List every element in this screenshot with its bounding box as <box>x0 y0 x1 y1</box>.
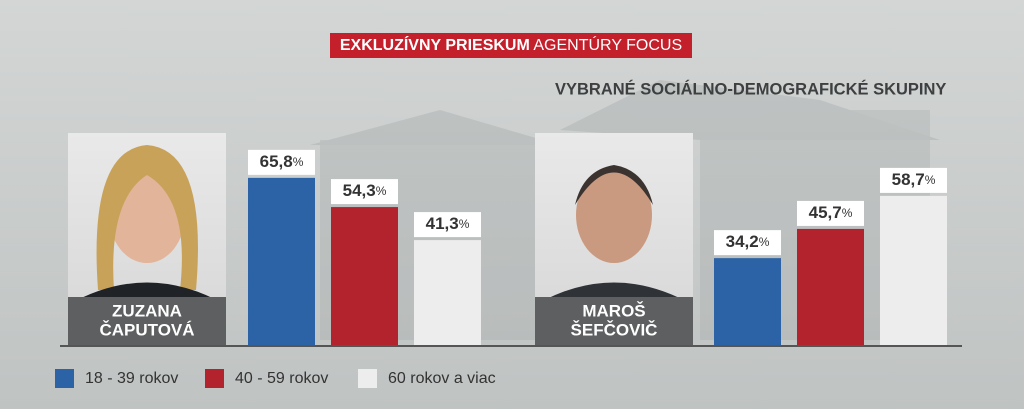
candidate-name: ČAPUTOVÁ <box>99 320 194 339</box>
value-label: 41,3% <box>426 215 470 234</box>
value-number: 54,3 <box>343 182 376 201</box>
value-label-box <box>797 200 864 226</box>
value-unit: % <box>459 217 470 231</box>
name-plate <box>68 297 226 345</box>
value-label: 34,2% <box>726 233 770 252</box>
photo-hair <box>96 145 198 290</box>
photo-hair <box>575 165 653 205</box>
legend-label: 18 - 39 rokov <box>85 370 178 387</box>
value-unit: % <box>376 184 387 198</box>
chart-title: EXKLUZÍVNY PRIESKUM AGENTÚRY FOCUS <box>340 35 682 54</box>
legend-label: 40 - 59 rokov <box>235 370 328 387</box>
photo-head <box>576 167 652 263</box>
value-number: 58,7 <box>892 170 925 189</box>
value-label: 65,8% <box>260 152 304 171</box>
value-label-box <box>714 230 781 256</box>
value-label: 45,7% <box>809 203 853 222</box>
bar <box>797 228 864 345</box>
value-number: 45,7 <box>809 203 842 222</box>
legend-swatch <box>55 369 74 388</box>
bar <box>331 207 398 345</box>
candidate-name: ZUZANA <box>112 301 182 320</box>
value-unit: % <box>842 206 853 220</box>
value-label-box <box>414 212 481 238</box>
value-unit: % <box>925 173 936 187</box>
candidate-name: ŠEFČOVIČ <box>571 320 658 339</box>
value-label-box <box>248 149 315 175</box>
legend-swatch <box>205 369 224 388</box>
value-label: 54,3% <box>343 182 387 201</box>
value-label-box <box>880 167 947 193</box>
value-unit: % <box>293 155 304 169</box>
value-number: 34,2 <box>726 233 759 252</box>
value-label-box <box>331 179 398 205</box>
candidate-name: MAROŠ <box>582 301 645 320</box>
value-number: 65,8 <box>260 152 293 171</box>
legend-swatch <box>358 369 377 388</box>
name-plate <box>535 297 693 345</box>
title-box <box>330 33 692 58</box>
value-unit: % <box>759 235 770 249</box>
value-label: 58,7% <box>892 170 936 189</box>
chart-subtitle: VYBRANÉ SOCIÁLNO-DEMOGRAFICKÉ SKUPINY <box>555 79 946 98</box>
legend-label: 60 rokov a viac <box>388 370 496 387</box>
bar <box>880 195 947 345</box>
bar <box>414 240 481 345</box>
bar <box>714 258 781 345</box>
value-number: 41,3 <box>426 215 459 234</box>
bar <box>248 177 315 345</box>
